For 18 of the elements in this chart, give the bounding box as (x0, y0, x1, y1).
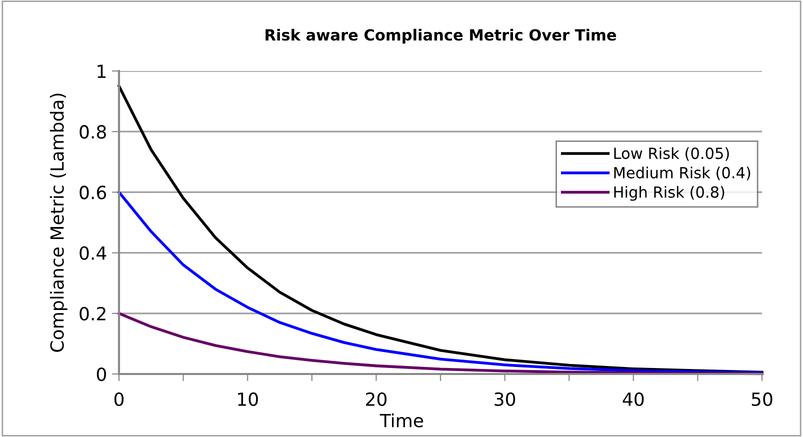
y-axis-title: Compliance Metric (Lambda) (50, 94, 68, 352)
x-tick-label: 40 (622, 392, 644, 406)
legend-label: Medium Risk (0.4) (614, 166, 750, 180)
y-tick-label: 0.4 (80, 246, 106, 260)
x-axis-title: Time (380, 413, 424, 428)
y-tick-label: 0.6 (80, 186, 106, 200)
x-tick-label: 50 (752, 392, 772, 406)
legend-label: High Risk (0.8) (614, 186, 724, 201)
x-tick-label: 0 (114, 392, 124, 406)
y-tick-label: 1 (98, 64, 106, 78)
chart-title: Risk aware Compliance Metric Over Time (266, 28, 616, 44)
x-tick-label: 20 (366, 392, 386, 406)
x-tick-label: 10 (238, 392, 258, 406)
x-tick-label: 30 (494, 392, 516, 406)
y-tick-label: 0 (96, 367, 106, 382)
y-tick-label: 0.8 (80, 125, 106, 139)
y-tick-label: 0.2 (80, 306, 106, 321)
legend-label: Low Risk (0.05) (614, 147, 729, 161)
